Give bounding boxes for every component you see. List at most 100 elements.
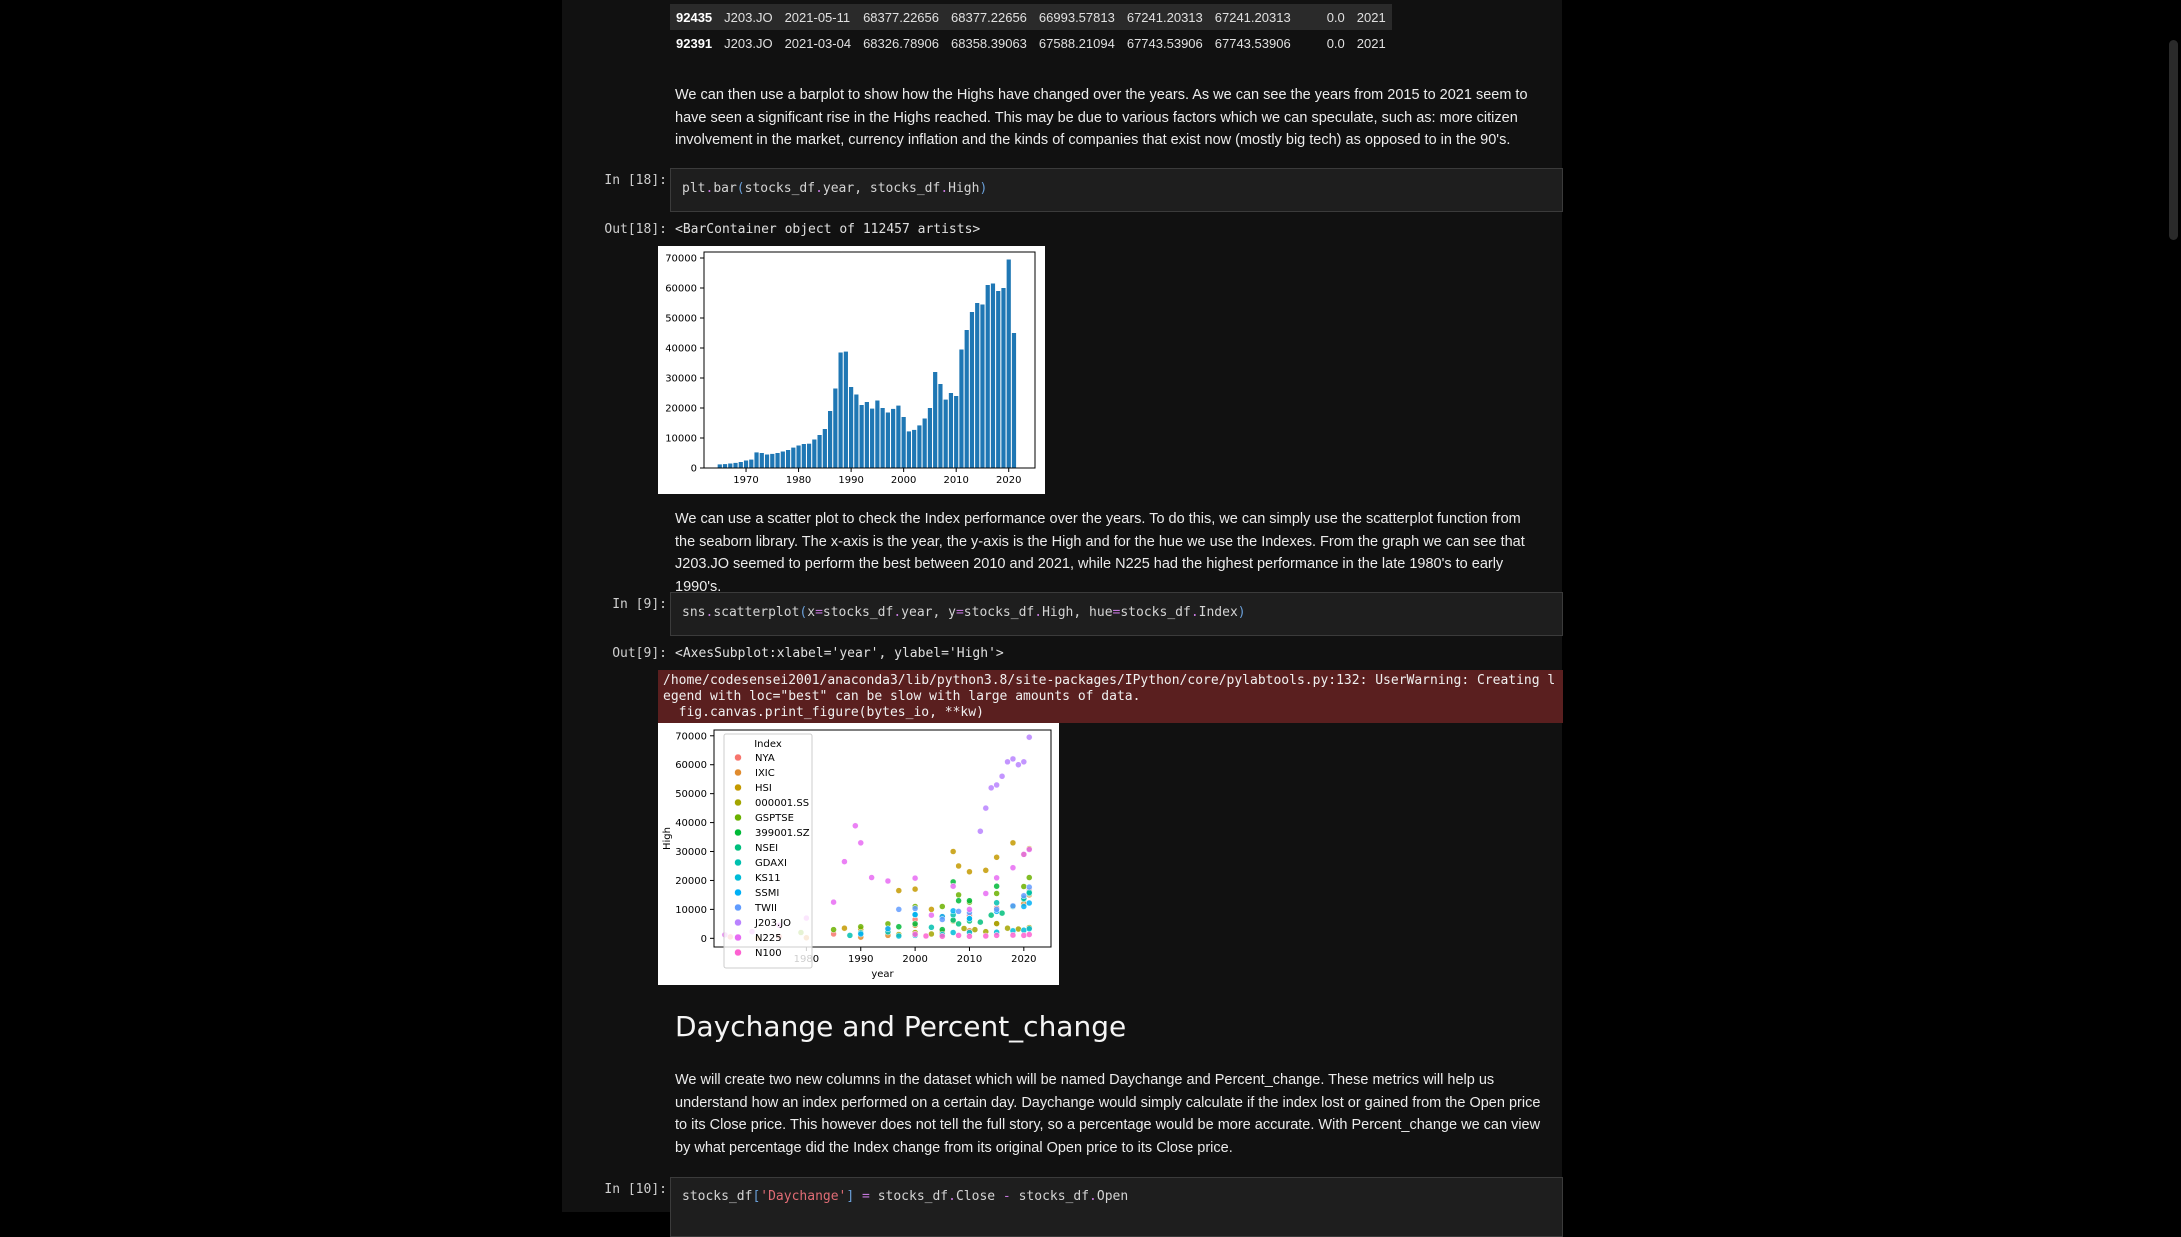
code-cell-scatter[interactable]: sns.scatterplot(x=stocks_df.year, y=stoc… (670, 592, 1563, 636)
scatter-point (1026, 899, 1033, 907)
y-tick-label: 40000 (675, 818, 707, 829)
scatter-point (1015, 761, 1022, 768)
bar (738, 462, 743, 468)
code-cell-bar[interactable]: plt.bar(stocks_df.year, stocks_df.High) (670, 168, 1563, 212)
scatter-point (955, 920, 962, 928)
scatter-point (1020, 758, 1028, 766)
bar (838, 352, 843, 468)
legend-marker (734, 948, 742, 957)
scatter-point (846, 932, 854, 939)
scatter-point (939, 933, 946, 940)
bar (759, 453, 764, 468)
scatter-point (1026, 925, 1033, 933)
output-text: <AxesSubplot:xlabel='year', ylabel='High… (675, 646, 1004, 661)
scatter-point (982, 890, 990, 897)
output-prompt: Out[9]: (612, 646, 667, 661)
scatter-point (993, 854, 1000, 861)
scatter-point (841, 924, 848, 932)
y-tick-label: 50000 (665, 314, 697, 325)
table-cell: 67743.53906 (1126, 35, 1203, 51)
code-token: = (1112, 605, 1121, 620)
bar (722, 464, 728, 468)
bar (806, 443, 812, 468)
code-line[interactable]: stocks_df['Daychange'] = stocks_df.Close… (682, 1187, 1551, 1207)
bar (770, 453, 775, 468)
code-token: . (893, 605, 902, 620)
scatter-point (987, 784, 995, 792)
legend-label: HSI (755, 783, 772, 794)
code-token: ) (979, 181, 988, 196)
code-token: . (705, 605, 714, 620)
code-token: . (705, 181, 714, 196)
bar (906, 431, 912, 468)
bar (864, 402, 869, 468)
scatter-point (1015, 925, 1022, 933)
y-tick-label: 20000 (675, 876, 707, 887)
scatter-point (949, 929, 957, 936)
table-cell: J203.JO (724, 35, 773, 51)
bar (859, 405, 864, 468)
bar (880, 408, 885, 468)
legend-label: 000001.SS (755, 798, 809, 809)
table-cell: 67241.20313 (1214, 9, 1291, 25)
scrollbar[interactable] (2165, 0, 2181, 1212)
table-row: 92435 J203.JO 2021-05-11 68377.22656 68377.2… (670, 4, 1392, 30)
scrollbar-thumb[interactable] (2169, 40, 2178, 240)
bar (780, 451, 785, 468)
code-cell-daychange[interactable]: stocks_df['Daychange'] = stocks_df.Close… (670, 1177, 1563, 1237)
bar (990, 283, 996, 468)
legend-label: NYA (755, 753, 775, 764)
x-tick-label: 2020 (1011, 954, 1036, 965)
scatter-point (993, 890, 1000, 897)
legend-label: 399001.SZ (755, 828, 810, 839)
bar (954, 396, 959, 468)
code-token: scatterplot (713, 605, 800, 620)
code-line[interactable]: sns.scatterplot(x=stocks_df.year, y=stoc… (682, 603, 1551, 623)
code-token: stocks_df (1120, 605, 1191, 620)
table-cell: 66993.57813 (1038, 9, 1115, 25)
bar (996, 291, 1001, 468)
scatter-point (949, 882, 957, 890)
table-cell: J203.JO (724, 9, 773, 25)
y-tick-label: 70000 (675, 731, 707, 742)
x-tick-label: 2010 (957, 954, 982, 965)
bar (938, 384, 943, 468)
code-token: . (1034, 605, 1043, 620)
legend-label: GSPTSE (755, 813, 794, 824)
scatter-point (857, 839, 865, 847)
x-axis-label: year (871, 969, 894, 980)
scatter-point (982, 804, 990, 812)
code-token: Open (1096, 1189, 1129, 1204)
legend-marker (734, 813, 742, 822)
row-index: 92391 (676, 35, 713, 51)
bar (933, 372, 938, 468)
code-line[interactable]: plt.bar(stocks_df.year, stocks_df.High) (682, 179, 1551, 199)
scatter-point (993, 781, 1000, 789)
bar (749, 459, 754, 468)
code-token: . (1089, 1189, 1097, 1204)
scatter-point (993, 920, 1000, 927)
scatter-point (977, 828, 984, 835)
warning-output: /home/codesensei2001/anaconda3/lib/pytho… (658, 670, 1563, 723)
scatter-point (993, 932, 1000, 939)
code-token: . (815, 181, 823, 196)
x-tick-label: 2020 (996, 475, 1021, 486)
code-token: = (815, 605, 823, 620)
legend-label: NSEI (755, 843, 778, 854)
code-token: , (1073, 605, 1090, 620)
legend-marker (734, 918, 742, 927)
table-cell: 2021 (1356, 35, 1386, 51)
legend-label: J203.JO (754, 918, 791, 929)
scatter-point (884, 925, 892, 933)
scatter-point (949, 907, 957, 915)
bar (764, 454, 770, 468)
code-token: stocks_df (744, 181, 816, 196)
scatter-point (1020, 892, 1028, 900)
scatter-point (998, 909, 1006, 917)
bar (959, 349, 964, 468)
legend-marker (734, 873, 742, 882)
bar (917, 425, 922, 468)
bar (964, 330, 969, 468)
scatter-point (1009, 755, 1017, 763)
table-cell: 68377.22656 (863, 9, 939, 25)
